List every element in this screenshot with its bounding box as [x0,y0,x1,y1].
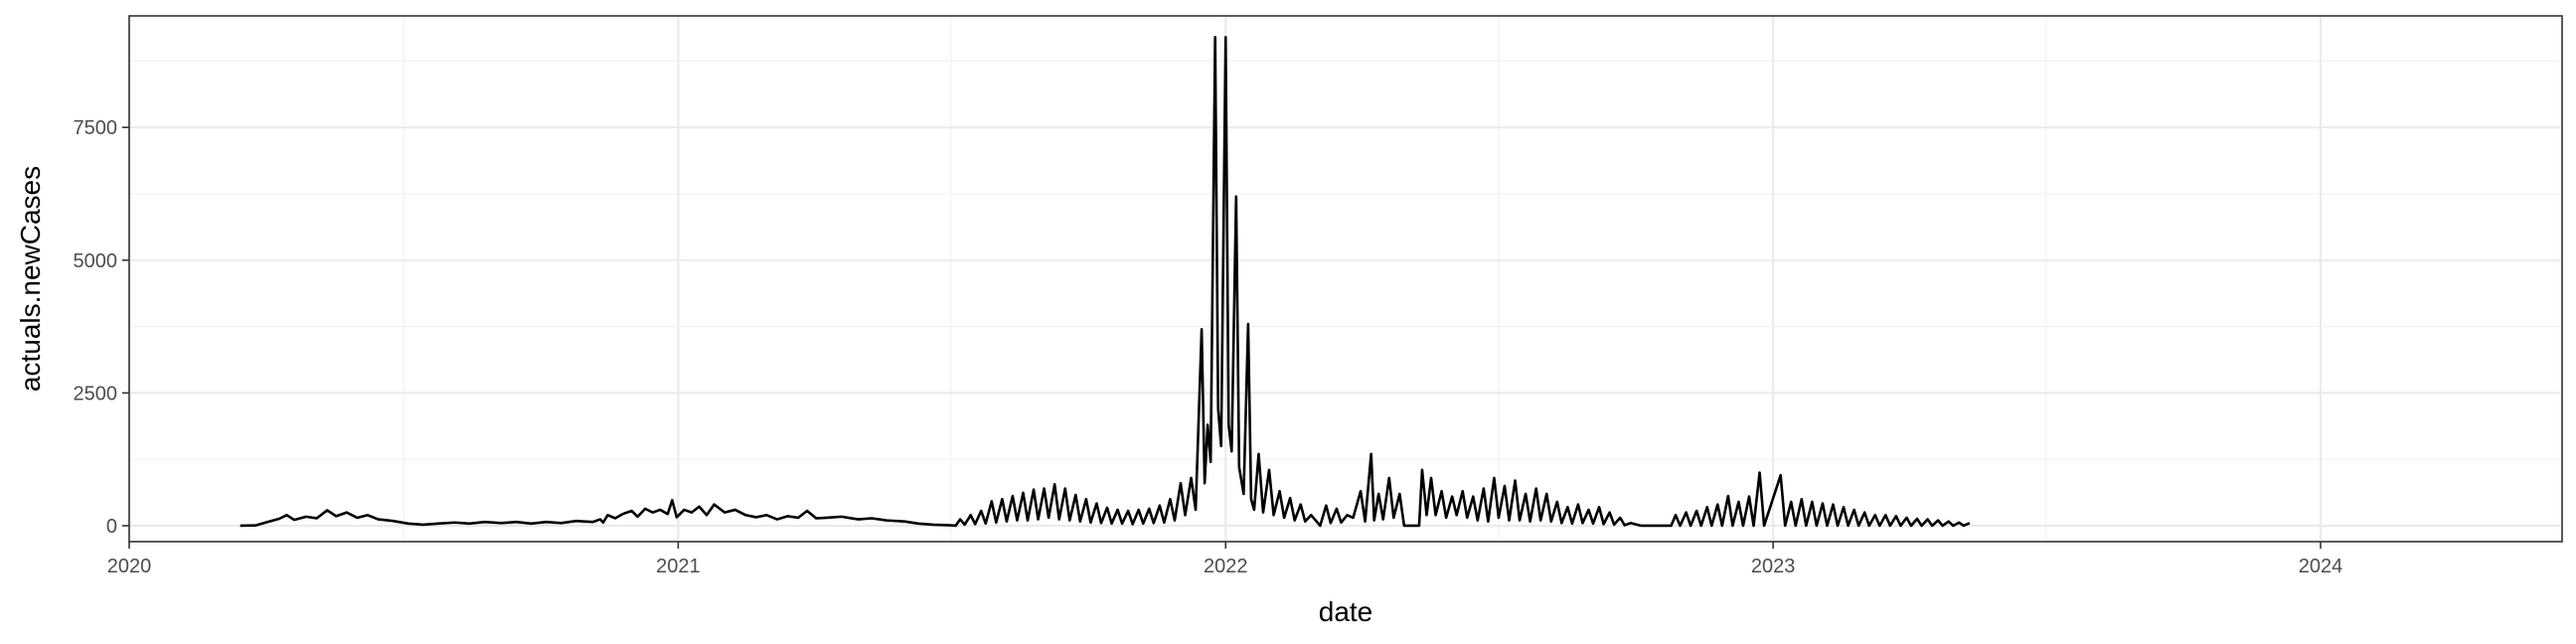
y-tick-label: 0 [106,516,117,538]
x-tick-label: 2024 [2299,556,2343,577]
series-line [240,36,1971,528]
y-tick-label: 7500 [74,117,118,139]
series-layer [240,36,1971,528]
y-tick-label: 2500 [74,383,118,404]
x-tick-label: 2022 [1204,556,1248,577]
y-axis-title: actuals.newCases [15,166,46,392]
x-tick-label: 2023 [1751,556,1796,577]
x-tick-label: 2020 [107,556,152,577]
plot-panel-border [128,15,2563,543]
x-tick-label: 2021 [656,556,701,577]
x-axis-title: date [1319,596,1373,627]
axes: 2020 2021 2022 2023 2024 0 2500 5000 7500 [74,117,2343,577]
y-tick-label: 5000 [74,250,118,272]
